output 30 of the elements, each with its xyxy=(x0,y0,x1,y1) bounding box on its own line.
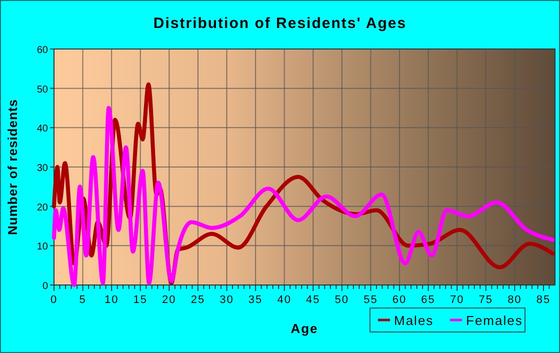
x-tick-label: 75 xyxy=(478,294,494,306)
x-tick-label: 20 xyxy=(162,294,176,306)
x-tick-label: 50 xyxy=(334,294,350,306)
y-tick-label: 40 xyxy=(36,124,48,135)
y-tick-label: 10 xyxy=(36,242,48,253)
legend-label: Males xyxy=(394,313,434,328)
x-tick-label: 40 xyxy=(277,294,292,306)
x-tick-label: 35 xyxy=(248,294,263,306)
x-tick-label: 80 xyxy=(508,294,522,306)
y-tick-label: 50 xyxy=(36,84,48,96)
x-tick-label: 25 xyxy=(190,294,206,306)
legend-label: Females xyxy=(466,313,523,328)
y-tick-label: 30 xyxy=(36,163,48,174)
y-tick-label: 0 xyxy=(42,281,48,292)
x-tick-label: 15 xyxy=(133,294,148,306)
x-tick-label: 65 xyxy=(421,294,436,306)
x-tick-label: 55 xyxy=(364,294,378,306)
x-tick-label: 60 xyxy=(392,294,407,306)
x-tick-label: 5 xyxy=(79,294,86,306)
x-tick-label: 0 xyxy=(50,294,58,306)
x-tick-label: 10 xyxy=(104,294,119,306)
y-tick-label: 60 xyxy=(36,45,48,56)
y-tick-label: 20 xyxy=(36,202,48,214)
chart-title: Distribution of Residents' Ages xyxy=(153,15,407,32)
y-axis-title: Number of residents xyxy=(5,99,20,235)
x-tick-label: 85 xyxy=(536,294,551,306)
x-tick-label: 70 xyxy=(450,294,464,306)
x-tick-label: 30 xyxy=(220,294,234,306)
x-tick-label: 45 xyxy=(306,294,320,306)
x-axis-title: Age xyxy=(290,321,318,336)
